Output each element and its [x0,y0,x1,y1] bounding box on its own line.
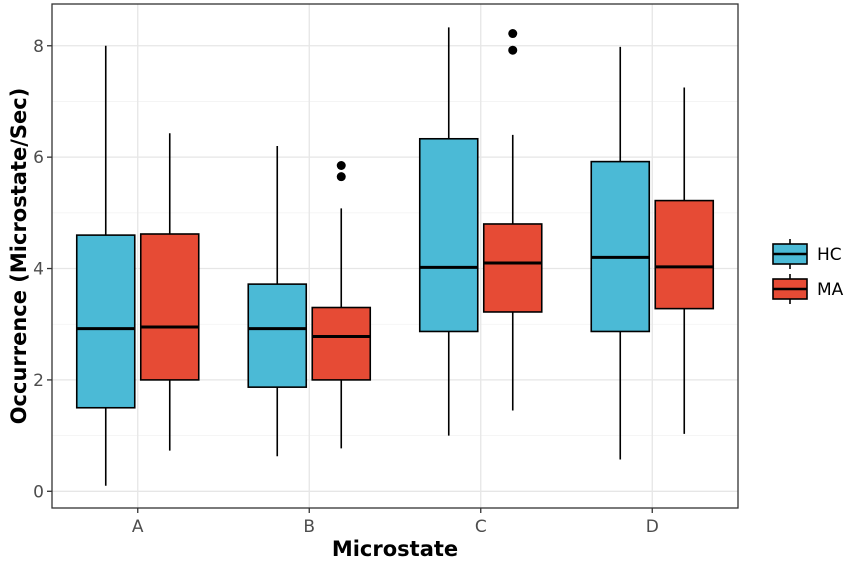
y-tick-label-3: 6 [33,148,44,168]
outlier-c-ma-1 [508,29,518,39]
iqr-box-a-ma [139,233,200,381]
y-tick-label-2: 4 [33,260,44,280]
legend-label-ma: MA [817,280,844,300]
outlier-b-ma-0 [336,172,346,182]
box-a-ma [139,133,200,451]
iqr-box-c-ma [482,223,543,313]
box-b-ma [311,161,372,449]
x-axis-title: Microstate [332,537,458,561]
box-d-ma [654,87,715,434]
y-tick-label-0: 0 [33,482,44,502]
legend-item-hc: HC [772,239,842,269]
box-c-hc [418,27,479,436]
iqr-box-c-hc [418,137,479,333]
box-b-hc [247,146,308,457]
y-tick-label-4: 8 [33,37,44,57]
y-tick-label-1: 2 [33,371,44,391]
axes: 0 2 4 6 8 A B C D [33,37,659,537]
outlier-b-ma-1 [336,161,346,171]
plot-panel-border [51,3,739,509]
box-c-ma [482,29,543,411]
y-axis-title: Occurrence (Microstate/Sec) [7,88,31,425]
iqr-box-d-hc [590,160,651,333]
box-d-hc [590,46,651,460]
iqr-box-d-ma [654,199,715,310]
x-tick-label-d: D [646,517,659,537]
legend: HC MA [772,239,844,304]
iqr-box-b-ma [311,306,372,381]
legend-label-hc: HC [817,245,842,265]
x-tick-label-b: B [303,517,315,537]
x-tick-label-a: A [132,517,144,537]
boxes [75,27,715,486]
outlier-c-ma-0 [508,45,518,55]
legend-item-ma: MA [772,274,844,304]
box-a-hc [75,45,136,486]
iqr-box-a-hc [75,234,136,409]
iqr-box-b-hc [247,283,308,388]
x-tick-label-c: C [475,517,487,537]
